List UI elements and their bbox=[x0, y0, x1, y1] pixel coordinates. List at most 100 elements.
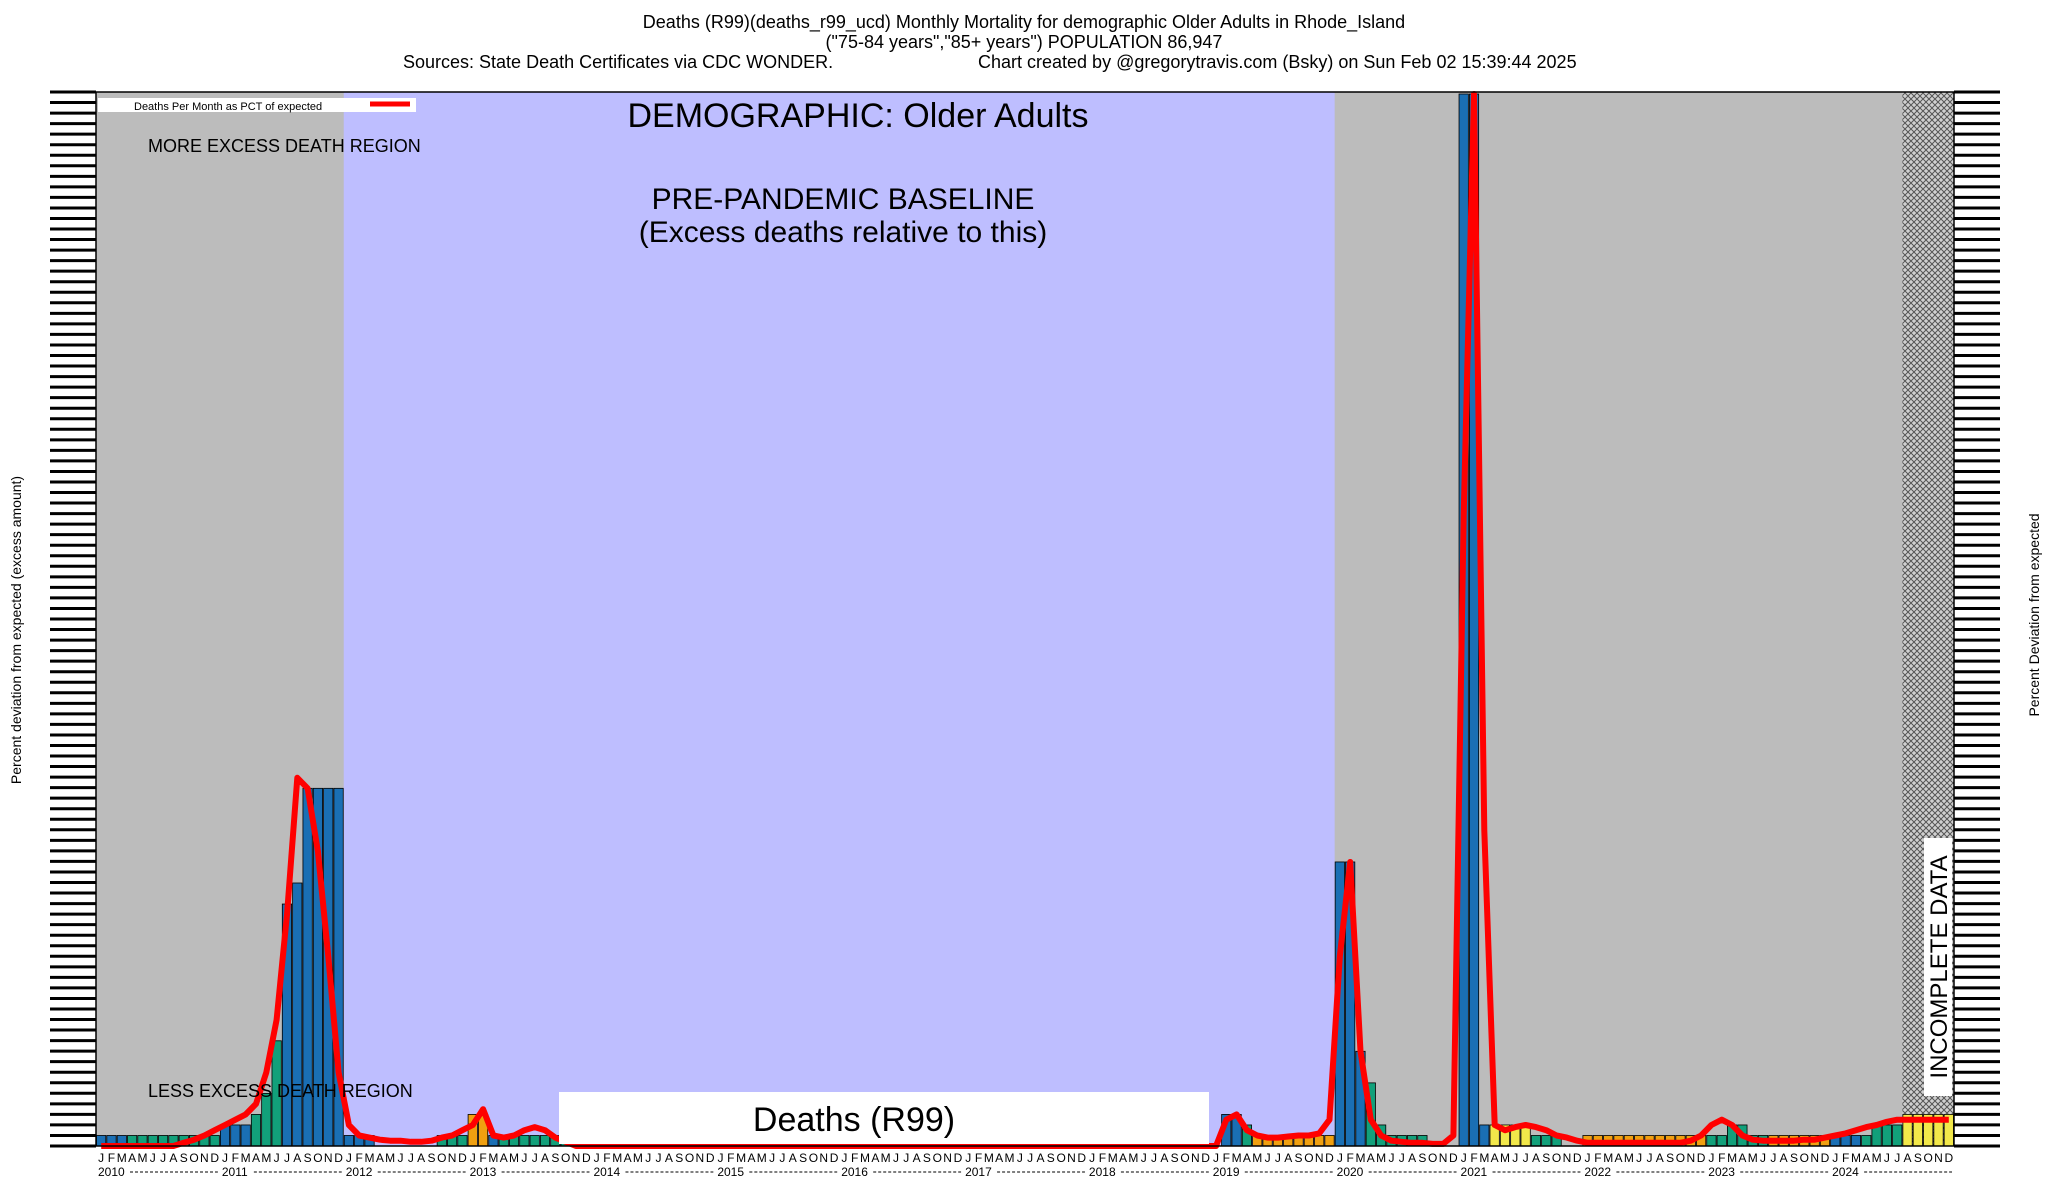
x-tick-month: S bbox=[923, 1151, 931, 1165]
x-tick-month: J bbox=[1708, 1151, 1714, 1165]
x-tick-month: J bbox=[1770, 1151, 1776, 1165]
x-tick-month: A bbox=[417, 1151, 425, 1165]
x-tick-month: M bbox=[241, 1151, 251, 1165]
x-tick-month: J bbox=[656, 1151, 662, 1165]
bar bbox=[519, 1135, 530, 1147]
x-tick-month: A bbox=[1738, 1151, 1746, 1165]
x-tick-month: J bbox=[841, 1151, 847, 1165]
x-tick-month: J bbox=[1017, 1151, 1023, 1165]
x-tick-month: O bbox=[313, 1151, 322, 1165]
x-tick-month: S bbox=[1790, 1151, 1798, 1165]
x-tick-month: O bbox=[1924, 1151, 1933, 1165]
sources-text: Sources: State Death Certificates via CD… bbox=[403, 52, 834, 72]
x-tick-month: J bbox=[1461, 1151, 1467, 1165]
x-tick-month: M bbox=[881, 1151, 891, 1165]
x-tick-month: J bbox=[1884, 1151, 1890, 1165]
x-tick-month: N bbox=[819, 1151, 828, 1165]
x-tick-month: S bbox=[1418, 1151, 1426, 1165]
x-tick-month: D bbox=[706, 1151, 715, 1165]
x-tick-month: A bbox=[376, 1151, 384, 1165]
x-tick-month: N bbox=[1315, 1151, 1324, 1165]
x-tick-month: M bbox=[1851, 1151, 1861, 1165]
x-tick-month: F bbox=[1594, 1151, 1601, 1165]
x-tick-month: J bbox=[398, 1151, 404, 1165]
x-tick-year: 2016 bbox=[841, 1165, 868, 1179]
x-tick-month: N bbox=[1067, 1151, 1076, 1165]
x-tick-month: S bbox=[1666, 1151, 1674, 1165]
x-tick-month: D bbox=[1325, 1151, 1334, 1165]
x-tick-month: M bbox=[137, 1151, 147, 1165]
bar bbox=[1892, 1124, 1903, 1147]
x-tick-month: O bbox=[437, 1151, 446, 1165]
x-tick-month: A bbox=[1780, 1151, 1788, 1165]
x-tick-month: F bbox=[975, 1151, 982, 1165]
x-tick-month: A bbox=[293, 1151, 301, 1165]
x-tick-month: J bbox=[408, 1151, 414, 1165]
x-tick-month: N bbox=[572, 1151, 581, 1165]
x-tick-month: A bbox=[913, 1151, 921, 1165]
bar bbox=[261, 1093, 272, 1147]
legend-box bbox=[98, 98, 416, 112]
x-tick-month: M bbox=[1128, 1151, 1138, 1165]
x-tick-month: A bbox=[252, 1151, 260, 1165]
baseline-sublabel: (Excess deaths relative to this) bbox=[639, 216, 1048, 249]
x-tick-month: J bbox=[150, 1151, 156, 1165]
bar bbox=[1850, 1135, 1862, 1147]
bar bbox=[539, 1135, 551, 1147]
x-tick-month: J bbox=[284, 1151, 290, 1165]
x-tick-month: M bbox=[1252, 1151, 1262, 1165]
x-tick-month: N bbox=[1439, 1151, 1448, 1165]
x-tick-month: S bbox=[1047, 1151, 1055, 1165]
x-tick-month: A bbox=[500, 1151, 508, 1165]
x-tick-month: M bbox=[1624, 1151, 1634, 1165]
bar bbox=[1541, 1135, 1552, 1147]
x-tick-month: J bbox=[98, 1151, 104, 1165]
credit-text: Chart created by @gregorytravis.com (Bsk… bbox=[978, 52, 1577, 72]
x-tick-month: A bbox=[1243, 1151, 1251, 1165]
x-tick-month: N bbox=[1686, 1151, 1695, 1165]
chart-title: Deaths (R99)(deaths_r99_ucd) Monthly Mor… bbox=[642, 12, 1406, 32]
x-tick-month: J bbox=[1213, 1151, 1219, 1165]
x-tick-month: J bbox=[274, 1151, 280, 1165]
x-tick-month: M bbox=[365, 1151, 375, 1165]
annotations: Deaths Per Month as PCT of expected DEMO… bbox=[8, 97, 2042, 1144]
x-tick-month: D bbox=[1697, 1151, 1706, 1165]
bar bbox=[529, 1135, 540, 1147]
x-tick-month: D bbox=[1573, 1151, 1582, 1165]
x-tick-month: M bbox=[1603, 1151, 1613, 1165]
x-tick-month: J bbox=[779, 1151, 785, 1165]
x-tick-month: M bbox=[633, 1151, 643, 1165]
x-tick-month: J bbox=[965, 1151, 971, 1165]
x-tick-month: A bbox=[1160, 1151, 1168, 1165]
x-tick-month: A bbox=[1284, 1151, 1292, 1165]
x-tick-month: M bbox=[1872, 1151, 1882, 1165]
bar bbox=[1706, 1135, 1717, 1147]
x-tick-month: J bbox=[1151, 1151, 1157, 1165]
x-tick-month: J bbox=[160, 1151, 166, 1165]
x-tick-month: J bbox=[1089, 1151, 1095, 1165]
bar bbox=[209, 1135, 220, 1147]
x-tick-month: F bbox=[727, 1151, 734, 1165]
x-tick-month: J bbox=[1832, 1151, 1838, 1165]
x-tick-month: J bbox=[1646, 1151, 1652, 1165]
bar bbox=[1881, 1124, 1892, 1147]
x-tick-month: N bbox=[696, 1151, 705, 1165]
x-tick-month: A bbox=[789, 1151, 797, 1165]
baseline-region bbox=[343, 92, 1335, 1146]
x-tick-month: F bbox=[1223, 1151, 1230, 1165]
cause-label: Deaths (R99) bbox=[753, 1101, 955, 1139]
x-tick-month: N bbox=[943, 1151, 952, 1165]
x-tick-month: O bbox=[1056, 1151, 1065, 1165]
x-tick-month: M bbox=[488, 1151, 498, 1165]
bar bbox=[1530, 1135, 1542, 1147]
x-tick-month: A bbox=[995, 1151, 1003, 1165]
x-tick-month: A bbox=[169, 1151, 177, 1165]
x-tick-month: F bbox=[603, 1151, 610, 1165]
x-tick-month: A bbox=[1408, 1151, 1416, 1165]
x-tick-month: N bbox=[1934, 1151, 1943, 1165]
x-tick-year: 2018 bbox=[1089, 1165, 1116, 1179]
x-tick-month: D bbox=[582, 1151, 591, 1165]
x-tick-month: D bbox=[954, 1151, 963, 1165]
baseline-label: PRE-PANDEMIC BASELINE bbox=[652, 183, 1035, 216]
